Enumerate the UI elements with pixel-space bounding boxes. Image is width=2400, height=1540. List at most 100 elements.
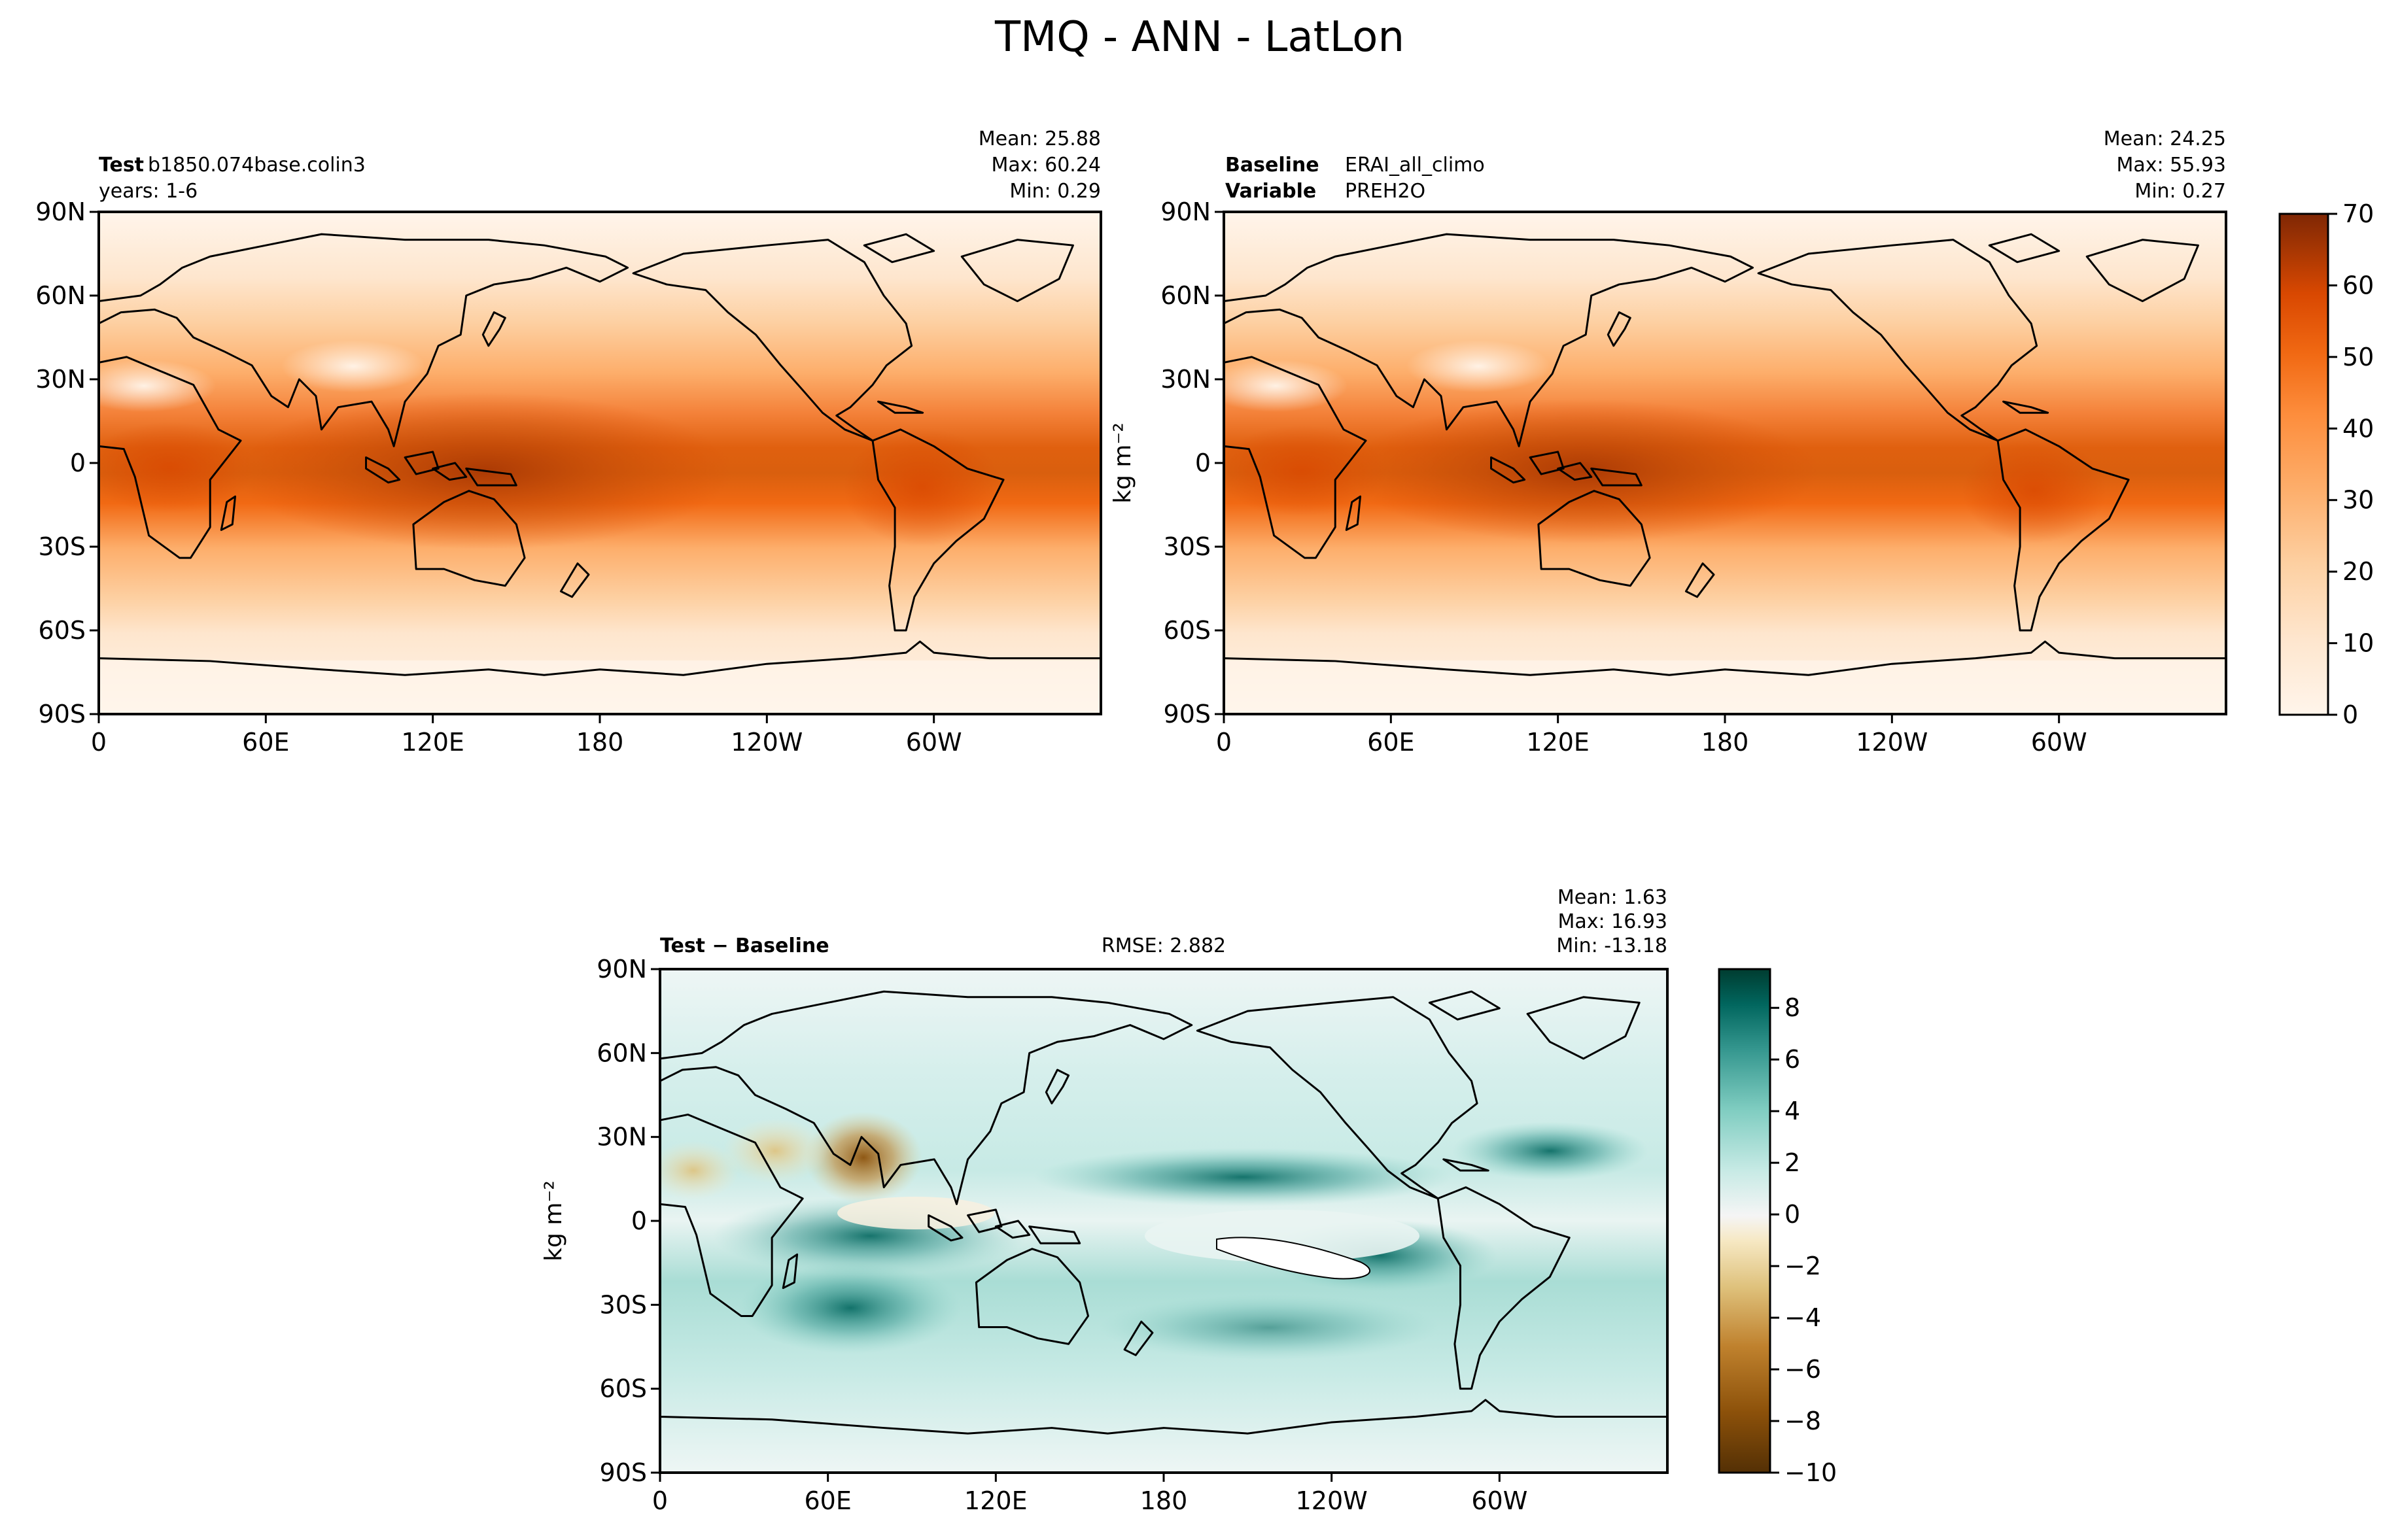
baseline-stat-mean: Mean: 24.25	[2104, 128, 2226, 150]
colorbar-tick-label: −2	[1784, 1252, 1821, 1280]
difference-stat-max: Max: 16.93	[1557, 910, 1667, 933]
x-tick-label: 0	[91, 728, 107, 757]
colorbar-tick-label: 20	[2342, 557, 2374, 586]
colorbar-tick-label: 10	[2342, 629, 2374, 658]
baseline-title-line1: ERAI_all_climo	[1345, 154, 1485, 177]
test-stat-mean: Mean: 25.88	[979, 128, 1101, 150]
x-tick-label: 120W	[731, 728, 803, 757]
diff-equatorial-io	[837, 1197, 994, 1229]
test-tibet-dry	[281, 340, 425, 392]
baseline-title-bold: Baseline	[1225, 154, 1319, 177]
y-tick-label: 60S	[39, 616, 86, 645]
x-tick-label: 180	[1140, 1486, 1188, 1515]
x-tick-label: 120E	[964, 1486, 1028, 1515]
y-tick-label: 60N	[1160, 281, 1211, 310]
baseline-stat-min: Min: 0.27	[2134, 180, 2226, 203]
y-tick-label: 60N	[597, 1038, 647, 1067]
colorbar-tick-label: −4	[1784, 1303, 1821, 1332]
colorbar-tick-label: 70	[2342, 199, 2374, 228]
x-tick-label: 120E	[401, 728, 464, 757]
x-tick-label: 60E	[1367, 728, 1414, 757]
colorbar-tick-label: 6	[1784, 1045, 1800, 1074]
figure-title: TMQ - ANN - LatLon	[994, 13, 1404, 61]
colorbar-tick-label: 0	[1784, 1200, 1800, 1229]
colorbar-tick-label: −10	[1784, 1458, 1837, 1487]
colorbar-tick-label: 0	[2342, 700, 2358, 729]
difference-x-ticks: 0 60E 120E 180 120W 60W	[652, 1473, 1527, 1515]
colorbar-brbg-ticks: 8 6 4 2 0 −2 −4 −6 −8 −10	[1770, 993, 1837, 1487]
diff-india	[805, 1112, 922, 1203]
x-tick-label: 120W	[1296, 1486, 1368, 1515]
baseline-ylabel: kg m⁻²	[1109, 422, 1136, 504]
x-tick-label: 0	[652, 1486, 668, 1515]
diff-arabia	[723, 1118, 827, 1184]
y-tick-label: 60N	[35, 281, 86, 310]
test-title-line1: b1850.074base.colin3	[148, 154, 366, 177]
y-tick-label: 90S	[600, 1458, 647, 1487]
x-tick-label: 60W	[2031, 728, 2087, 757]
test-y-ticks: 90N 60N 30N 0 30S 60S 90S	[35, 197, 99, 728]
x-tick-label: 180	[576, 728, 624, 757]
baseline-warm-pool	[1348, 399, 1818, 543]
diff-south-pacific	[1099, 1295, 1439, 1360]
y-tick-label: 30S	[600, 1290, 647, 1319]
x-tick-label: 120W	[1856, 728, 1928, 757]
y-tick-label: 60S	[1164, 616, 1211, 645]
x-tick-label: 60E	[242, 728, 289, 757]
x-tick-label: 60E	[804, 1486, 851, 1515]
diff-sc-pacific	[1145, 1210, 1419, 1262]
difference-ylabel: kg m⁻²	[540, 1180, 567, 1261]
baseline-variable-bold: Variable	[1225, 180, 1316, 203]
difference-stat-min: Min: -13.18	[1556, 934, 1667, 957]
x-tick-label: 60W	[1471, 1486, 1527, 1515]
colorbar-tick-label: −8	[1784, 1407, 1821, 1435]
test-panel: 0 60E 120E 180 120W 60W 90N 60N 30N 0 30S 60S 90S T…	[35, 128, 1102, 757]
colorbar-tick-label: 8	[1784, 993, 1800, 1022]
diff-missing-region	[1216, 1237, 1370, 1280]
x-tick-label: 0	[1216, 728, 1232, 757]
colorbar-oranges-ticks: 70 60 50 40 30 20 10 0	[2328, 199, 2374, 729]
diff-north-pacific	[1034, 1148, 1452, 1206]
baseline-sahara-dry	[1224, 360, 1348, 412]
diff-atlantic	[1452, 1121, 1648, 1180]
difference-panel: 0 60E 120E 180 120W 60W 90N 60N 30N 0 30S 60S 90S T…	[540, 886, 1837, 1515]
y-tick-label: 30N	[35, 365, 86, 394]
y-tick-label: 0	[1195, 449, 1211, 477]
baseline-y-ticks: 90N 60N 30N 0 30S 60S 90S	[1160, 197, 1224, 728]
diff-south-indian	[739, 1262, 962, 1354]
colorbar-tick-label: 4	[1784, 1097, 1800, 1125]
difference-title: Test − Baseline	[660, 934, 829, 957]
y-tick-label: 30N	[597, 1123, 647, 1152]
colorbar-tick-label: 2	[1784, 1148, 1800, 1177]
colorbar-tick-label: −6	[1784, 1355, 1821, 1384]
baseline-amazon	[1962, 438, 2106, 543]
colorbar-tick-label: 30	[2342, 486, 2374, 515]
y-tick-label: 60S	[600, 1375, 647, 1403]
baseline-stat-max: Max: 55.93	[2116, 154, 2226, 177]
baseline-title-line2: PREH2O	[1345, 180, 1425, 203]
baseline-x-ticks: 0 60E 120E 180 120W 60W	[1216, 714, 2087, 757]
test-stat-max: Max: 60.24	[991, 154, 1101, 177]
y-tick-label: 30S	[39, 532, 86, 561]
baseline-tibet-dry	[1406, 340, 1550, 392]
y-tick-label: 90N	[597, 955, 647, 984]
difference-y-ticks: 90N 60N 30N 0 30S 60S 90S	[597, 955, 660, 1487]
test-x-ticks: 0 60E 120E 180 120W 60W	[91, 714, 962, 757]
difference-stat-mean: Mean: 1.63	[1557, 886, 1667, 909]
y-tick-label: 90S	[1164, 700, 1211, 728]
diff-sahara	[660, 1141, 739, 1200]
colorbar-tick-label: 60	[2342, 271, 2374, 299]
test-sahara-dry	[99, 360, 216, 412]
y-tick-label: 30N	[1160, 365, 1211, 394]
y-tick-label: 90S	[39, 700, 86, 728]
colorbar-brbg	[1718, 968, 1771, 1474]
difference-rmse: RMSE: 2.882	[1102, 934, 1226, 957]
colorbar-oranges	[2278, 213, 2329, 716]
y-tick-label: 30S	[1164, 532, 1211, 561]
x-tick-label: 180	[1701, 728, 1749, 757]
colorbar-tick-label: 40	[2342, 414, 2374, 443]
colorbar-tick-label: 50	[2342, 343, 2374, 371]
test-title-bold: Test	[99, 154, 144, 177]
y-tick-label: 90N	[1160, 197, 1211, 226]
test-title-line2: years: 1-6	[99, 180, 198, 203]
